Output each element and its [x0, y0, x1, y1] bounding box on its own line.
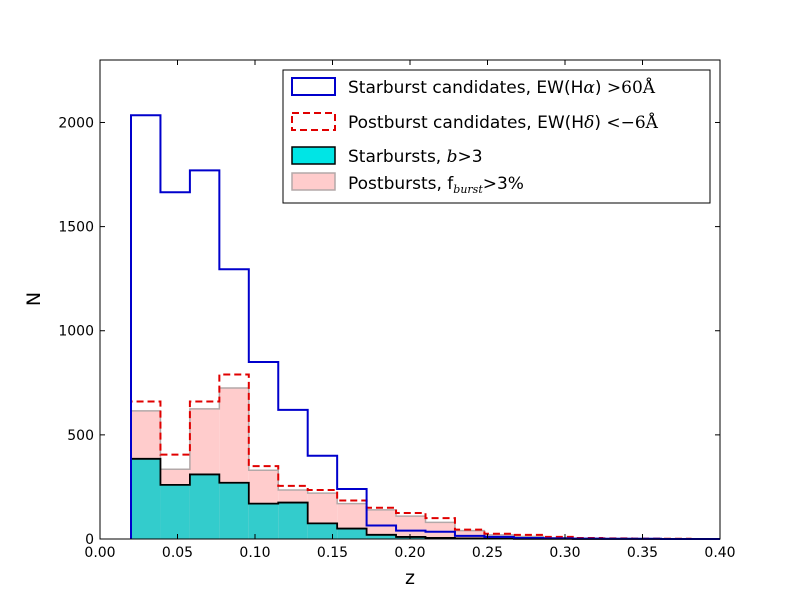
y-tick-label-4: 2000 [58, 115, 94, 131]
legend-box [282, 69, 711, 204]
y-tick-label-1: 500 [67, 428, 94, 444]
postbursts-f-burst-3-bar-9 [396, 516, 426, 539]
y-axis-label: N [23, 292, 45, 306]
legend-swatch-postburst-candidates [291, 112, 336, 131]
x-tick-label-1: 0.05 [162, 545, 193, 561]
x-tick-label-6: 0.30 [549, 545, 580, 561]
plot-area [130, 114, 720, 540]
postbursts-f-burst-3-bar-11 [454, 530, 485, 539]
x-tick-label-8: 0.40 [704, 545, 735, 561]
legend: Starburst candidates, EW(Hα) >60Å Postbu… [282, 69, 711, 204]
legend-label-postbursts: Postbursts, fburst>3% [348, 174, 524, 196]
starbursts-b-3-bar-9 [396, 536, 426, 539]
starbursts-b-3-bar-7 [337, 528, 367, 539]
x-tick-label-2: 0.10 [239, 545, 270, 561]
starbursts-b-3-bar-8 [366, 534, 397, 539]
starbursts-b-3-bar-2 [189, 474, 220, 539]
legend-label-starbursts: Starbursts, b>3 [348, 147, 483, 167]
starbursts-b-3-bar-0 [131, 458, 161, 539]
postbursts-f-burst-3-bar-10 [425, 522, 455, 539]
x-tick-label-0: 0.00 [84, 545, 115, 561]
x-tick-label-7: 0.35 [627, 545, 658, 561]
legend-label-starburst-candidates: Starburst candidates, EW(Hα) >60Å [348, 77, 656, 98]
y-tick-label-3: 1500 [58, 220, 94, 236]
legend-swatch-starburst-candidates [291, 77, 336, 96]
starbursts-b-3-bar-6 [307, 523, 338, 539]
legend-label-postburst-candidates: Postburst candidates, EW(Hδ) <−6Å [348, 112, 659, 133]
starbursts-b-3-bar-1 [160, 484, 190, 539]
axis-ticks: 0.00 0.05 0.10 0.15 0.20 0.25 0.30 0.35 0.40 0 500… [58, 60, 736, 561]
y-tick-label-0: 0 [85, 532, 94, 548]
x-tick-label-5: 0.25 [472, 545, 503, 561]
x-tick-label-3: 0.15 [317, 545, 348, 561]
y-tick-label-2: 1000 [58, 324, 94, 340]
starbursts-b-3-bar-4 [248, 503, 279, 539]
x-tick-label-4: 0.20 [394, 545, 425, 561]
legend-swatch-postbursts [291, 172, 336, 191]
starbursts-b-3-bar-5 [278, 502, 308, 539]
starbursts-b-3-bar-3 [219, 482, 249, 539]
x-axis-label: z [405, 567, 415, 589]
legend-swatch-starbursts [291, 146, 336, 165]
